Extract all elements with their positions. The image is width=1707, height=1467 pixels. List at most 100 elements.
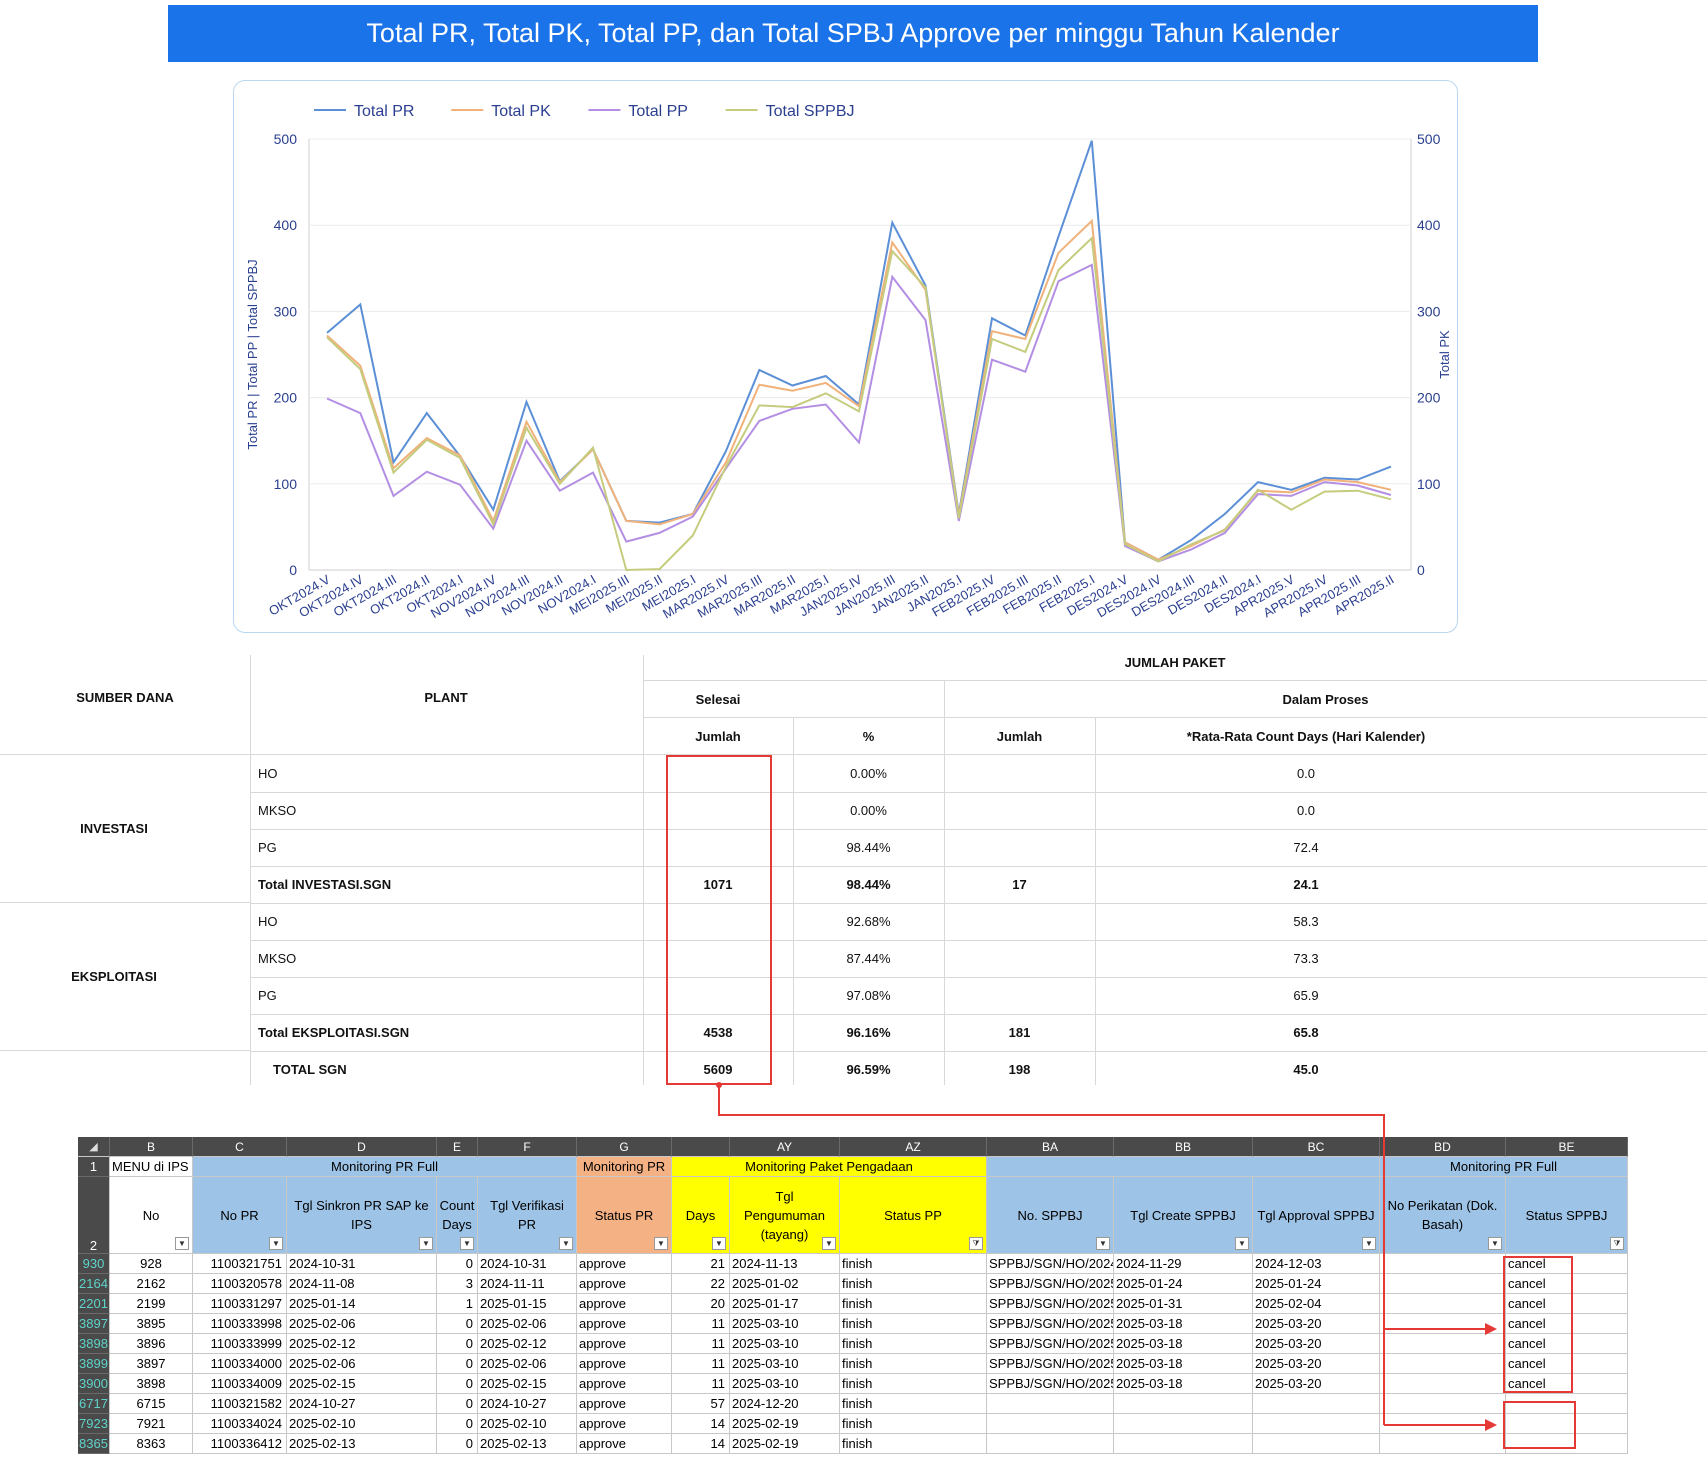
cell-perik[interactable]: [1380, 1294, 1506, 1314]
cell-no[interactable]: 7921: [110, 1414, 193, 1434]
cell-create[interactable]: 2025-03-18: [1114, 1314, 1253, 1334]
cell-days[interactable]: 11: [672, 1314, 730, 1334]
cell-create[interactable]: 2025-01-31: [1114, 1294, 1253, 1314]
cell-days[interactable]: 21: [672, 1254, 730, 1274]
filter-dropdown-icon[interactable]: ▼: [1488, 1237, 1502, 1250]
column-header-BB[interactable]: BB: [1114, 1137, 1253, 1157]
cell-status[interactable]: [1506, 1434, 1628, 1454]
cell-perik[interactable]: [1380, 1314, 1506, 1334]
cell-peng[interactable]: 2025-03-10: [730, 1354, 840, 1374]
cell-pr[interactable]: 1100336412: [193, 1434, 287, 1454]
cell-no[interactable]: 928: [110, 1254, 193, 1274]
cell-create[interactable]: [1114, 1414, 1253, 1434]
cell-perik[interactable]: [1380, 1434, 1506, 1454]
cell-perik[interactable]: [1380, 1374, 1506, 1394]
column-header-AZ[interactable]: AZ: [840, 1137, 987, 1157]
cell-pr[interactable]: 1100321751: [193, 1254, 287, 1274]
cell-create[interactable]: 2025-01-24: [1114, 1274, 1253, 1294]
cell-status[interactable]: cancel: [1506, 1354, 1628, 1374]
row-number[interactable]: 3897: [78, 1314, 110, 1334]
cell-st[interactable]: approve: [577, 1374, 672, 1394]
cell-pr[interactable]: 1100320578: [193, 1274, 287, 1294]
cell-pr[interactable]: 1100334024: [193, 1414, 287, 1434]
cell-sppbj[interactable]: SPPBJ/SGN/HO/2025: [987, 1354, 1114, 1374]
cell-appr[interactable]: [1253, 1394, 1380, 1414]
column-header-B[interactable]: B: [110, 1137, 193, 1157]
cell-pp[interactable]: finish: [840, 1394, 987, 1414]
cell-status[interactable]: [1506, 1394, 1628, 1414]
filter-dropdown-icon[interactable]: ⧩: [969, 1237, 983, 1250]
cell-sppbj[interactable]: SPPBJ/SGN/HO/2025: [987, 1314, 1114, 1334]
row-number[interactable]: 7923: [78, 1414, 110, 1434]
cell-ver[interactable]: 2025-02-06: [478, 1354, 577, 1374]
cell-status[interactable]: [1506, 1414, 1628, 1434]
select-all-corner[interactable]: ◢: [78, 1137, 110, 1157]
column-header-BE[interactable]: BE: [1506, 1137, 1628, 1157]
cell-pr[interactable]: 1100334000: [193, 1354, 287, 1374]
cell-st[interactable]: approve: [577, 1334, 672, 1354]
cell-sppbj[interactable]: [987, 1434, 1114, 1454]
column-header-C[interactable]: C: [193, 1137, 287, 1157]
cell-status[interactable]: cancel: [1506, 1294, 1628, 1314]
cell-st[interactable]: approve: [577, 1434, 672, 1454]
cell-ver[interactable]: 2025-01-15: [478, 1294, 577, 1314]
cell-sink[interactable]: 2025-02-12: [287, 1334, 437, 1354]
filter-dropdown-icon[interactable]: ▼: [460, 1237, 474, 1250]
cell-create[interactable]: 2025-03-18: [1114, 1374, 1253, 1394]
cell-pp[interactable]: finish: [840, 1414, 987, 1434]
cell-sink[interactable]: 2025-02-15: [287, 1374, 437, 1394]
cell-status[interactable]: cancel: [1506, 1374, 1628, 1394]
cell-peng[interactable]: 2025-03-10: [730, 1314, 840, 1334]
cell-sink[interactable]: 2024-10-31: [287, 1254, 437, 1274]
column-header-E[interactable]: E: [437, 1137, 478, 1157]
cell-perik[interactable]: [1380, 1334, 1506, 1354]
cell-no[interactable]: 3897: [110, 1354, 193, 1374]
cell-create[interactable]: 2025-03-18: [1114, 1354, 1253, 1374]
cell-appr[interactable]: 2025-03-20: [1253, 1354, 1380, 1374]
cell-appr[interactable]: 2025-03-20: [1253, 1334, 1380, 1354]
row-number[interactable]: 3899: [78, 1354, 110, 1374]
row-number[interactable]: 3898: [78, 1334, 110, 1354]
cell-cd[interactable]: 0: [437, 1374, 478, 1394]
filter-dropdown-icon[interactable]: ▼: [269, 1237, 283, 1250]
cell-st[interactable]: approve: [577, 1294, 672, 1314]
cell-create[interactable]: 2024-11-29: [1114, 1254, 1253, 1274]
cell-pp[interactable]: finish: [840, 1434, 987, 1454]
column-header-BA[interactable]: BA: [987, 1137, 1114, 1157]
cell-days[interactable]: 11: [672, 1374, 730, 1394]
cell-sppbj[interactable]: SPPBJ/SGN/HO/2025: [987, 1294, 1114, 1314]
cell-peng[interactable]: 2025-01-02: [730, 1274, 840, 1294]
cell-sppbj[interactable]: SPPBJ/SGN/HO/2025: [987, 1334, 1114, 1354]
cell-days[interactable]: 11: [672, 1354, 730, 1374]
cell-pp[interactable]: finish: [840, 1374, 987, 1394]
row-number[interactable]: 2201: [78, 1294, 110, 1314]
filter-dropdown-icon[interactable]: ⧩: [1610, 1237, 1624, 1250]
cell-pp[interactable]: finish: [840, 1294, 987, 1314]
column-header-D[interactable]: D: [287, 1137, 437, 1157]
cell-peng[interactable]: 2024-11-13: [730, 1254, 840, 1274]
cell-no[interactable]: 8363: [110, 1434, 193, 1454]
cell-no[interactable]: 2162: [110, 1274, 193, 1294]
filter-dropdown-icon[interactable]: ▼: [822, 1237, 836, 1250]
cell-ver[interactable]: 2025-02-13: [478, 1434, 577, 1454]
cell-days[interactable]: 20: [672, 1294, 730, 1314]
cell-sink[interactable]: 2024-10-27: [287, 1394, 437, 1414]
cell-pr[interactable]: 1100333999: [193, 1334, 287, 1354]
cell-sppbj[interactable]: [987, 1394, 1114, 1414]
column-header-BC[interactable]: BC: [1253, 1137, 1380, 1157]
cell-status[interactable]: cancel: [1506, 1254, 1628, 1274]
cell-status[interactable]: cancel: [1506, 1334, 1628, 1354]
cell-appr[interactable]: 2024-12-03: [1253, 1254, 1380, 1274]
row-number[interactable]: 930: [78, 1254, 110, 1274]
cell-cd[interactable]: 0: [437, 1354, 478, 1374]
cell-pr[interactable]: 1100334009: [193, 1374, 287, 1394]
cell-status[interactable]: cancel: [1506, 1314, 1628, 1334]
cell-pp[interactable]: finish: [840, 1334, 987, 1354]
column-header-hidden[interactable]: [672, 1137, 730, 1157]
cell-pr[interactable]: 1100331297: [193, 1294, 287, 1314]
filter-dropdown-icon[interactable]: ▼: [1096, 1237, 1110, 1250]
cell-days[interactable]: 14: [672, 1414, 730, 1434]
cell-cd[interactable]: 0: [437, 1254, 478, 1274]
cell-sppbj[interactable]: SPPBJ/SGN/HO/2025: [987, 1274, 1114, 1294]
cell-ver[interactable]: 2024-10-27: [478, 1394, 577, 1414]
